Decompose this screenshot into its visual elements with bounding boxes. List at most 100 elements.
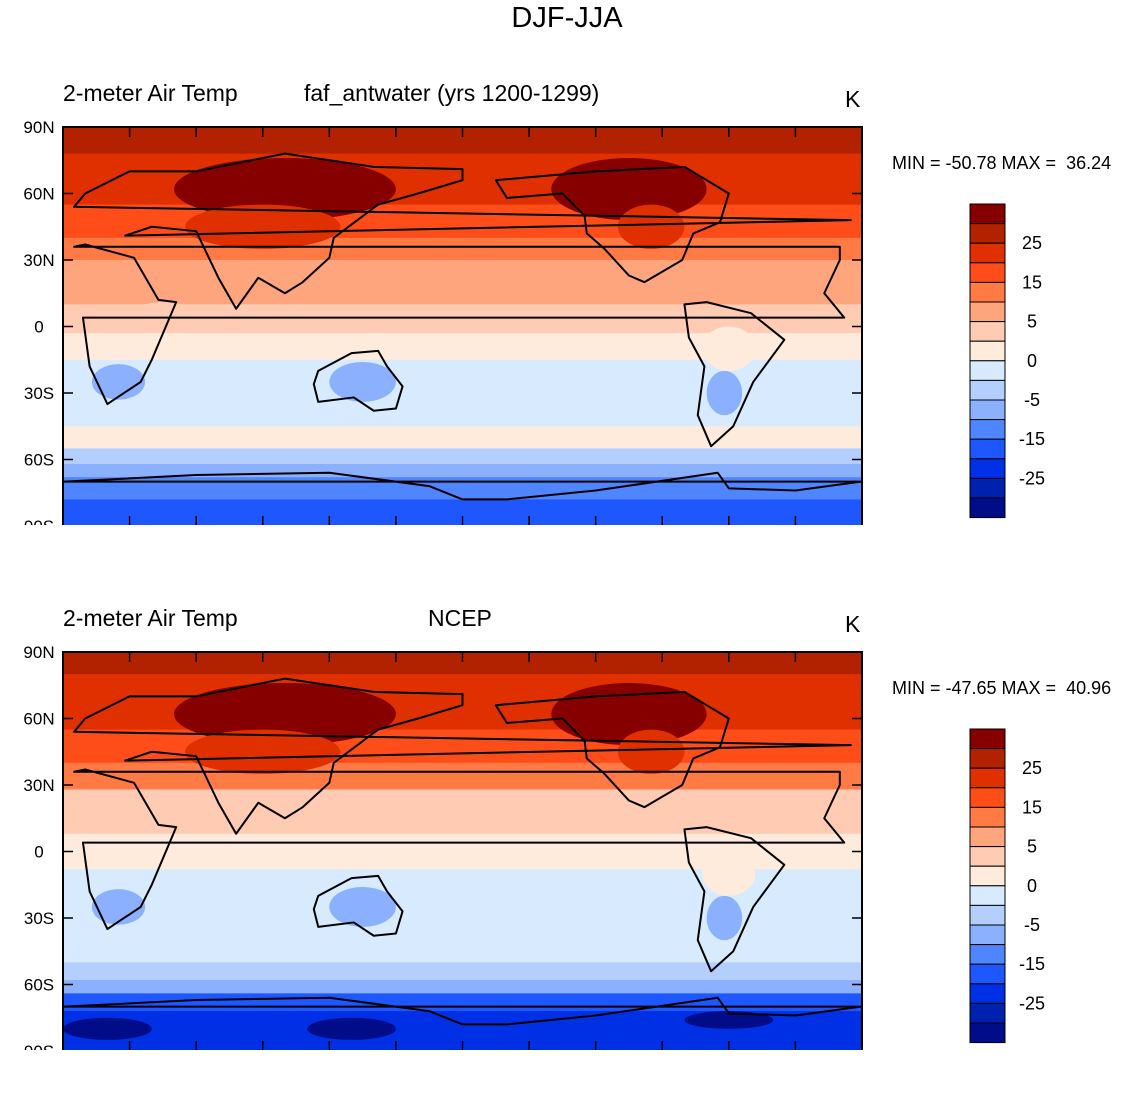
contour-region	[307, 1017, 396, 1040]
colorbar-box	[969, 379, 1006, 401]
colorbar-box	[969, 944, 1006, 965]
contour-band	[63, 448, 862, 465]
colorbar-box	[969, 399, 1006, 421]
coastline	[73, 768, 846, 931]
colorbar-box	[969, 223, 1006, 244]
contour-region	[684, 1011, 774, 1029]
contour-region	[702, 326, 756, 371]
contour-band	[63, 789, 862, 835]
colorbar-label: 0	[1027, 351, 1037, 371]
colorbar-box	[969, 203, 1006, 225]
contour-region	[129, 302, 197, 329]
colorbar-box	[969, 419, 1006, 440]
contour-region	[173, 683, 396, 746]
contour-region	[329, 886, 396, 927]
colorbar-box	[969, 281, 1006, 303]
contour-region	[706, 895, 743, 941]
contour-band	[63, 426, 862, 449]
lat-tick-label: 0	[34, 843, 43, 862]
colorbar-box	[969, 963, 1006, 985]
colorbar-label: -15	[1019, 954, 1045, 974]
lat-tick-label: 30N	[23, 776, 54, 795]
contour-region	[617, 729, 685, 774]
colorbar-label: -5	[1024, 390, 1040, 410]
lat-tick-label: 0	[34, 318, 43, 337]
colorbar-box	[969, 242, 1006, 264]
colorbar-box	[969, 865, 1006, 887]
colorbar-box	[969, 262, 1006, 283]
colorbar-label: 5	[1027, 837, 1037, 857]
colorbar-label: -15	[1019, 429, 1045, 449]
colorbar-box	[969, 321, 1006, 342]
colorbar-box	[969, 904, 1006, 926]
contour-region	[551, 158, 707, 221]
colorbar-label: -5	[1024, 915, 1040, 935]
contour-band	[63, 237, 862, 261]
lat-tick-label: 90S	[24, 1042, 54, 1050]
colorbar-label: 15	[1022, 272, 1042, 292]
coastline	[312, 349, 404, 412]
contour-band	[63, 962, 862, 981]
contour-region	[173, 158, 396, 221]
colorbar-label: 15	[1022, 797, 1042, 817]
contour-band	[63, 993, 862, 1012]
lat-tick-label: 30N	[23, 251, 54, 270]
lat-tick-label: 30S	[24, 909, 54, 928]
lat-tick-label: 60N	[23, 185, 54, 204]
contour-region	[551, 683, 707, 746]
colorbar-box	[969, 806, 1006, 828]
coastline	[683, 301, 786, 448]
colorbar-label: -25	[1019, 993, 1045, 1013]
map-fill	[63, 127, 862, 525]
left-title: 2-meter Air Temp	[63, 605, 238, 631]
coastline	[73, 243, 846, 406]
lat-tick-label: 60S	[24, 451, 54, 470]
colorbar-box	[969, 340, 1006, 362]
colorbar-box	[969, 1022, 1006, 1044]
colorbar-box	[969, 360, 1006, 381]
map-panel-2: 2-meter Air Temp NCEP K MIN = -47.65 MAX = …	[0, 525, 1128, 1050]
colorbar-box	[969, 477, 1006, 499]
lat-tick-label: 60N	[23, 710, 54, 729]
colorbar-box	[969, 983, 1006, 1004]
colorbar-label: 0	[1027, 876, 1037, 896]
colorbar-box	[969, 438, 1006, 460]
contour-region	[706, 370, 743, 416]
contour-region	[63, 1017, 152, 1040]
colorbar-box	[969, 748, 1006, 769]
left-title: 2-meter Air Temp	[63, 80, 238, 106]
contour-region	[617, 204, 685, 249]
center-title: faf_antwater (yrs 1200-1299)	[304, 80, 600, 106]
colorbar-box	[969, 787, 1006, 808]
map-svg: 90N60N30N030S60S90S030E60E90E120E150E180…	[23, 118, 1045, 525]
colorbar-box	[969, 846, 1006, 867]
colorbar-box	[969, 728, 1006, 750]
contour-band	[63, 762, 862, 790]
colorbar-label: 25	[1022, 758, 1042, 778]
colorbar-label: 5	[1027, 312, 1037, 332]
colorbar-box	[969, 767, 1006, 789]
colorbar-box	[969, 458, 1006, 479]
min-max-text: MIN = -50.78 MAX = 36.24	[892, 153, 1112, 173]
contour-band	[63, 260, 862, 305]
lat-tick-label: 90N	[23, 643, 54, 662]
colorbar-box	[969, 924, 1006, 946]
coastline	[683, 826, 786, 973]
lat-tick-label: 90N	[23, 118, 54, 137]
contour-band	[63, 477, 862, 500]
lat-tick-label: 30S	[24, 384, 54, 403]
coastline	[63, 996, 862, 1026]
coastline	[63, 471, 862, 501]
map-panel-1: 2-meter Air Temp faf_antwater (yrs 1200-1…	[0, 0, 1128, 525]
contour-region	[91, 889, 146, 925]
contour-region	[185, 204, 341, 249]
colorbar-label: -25	[1019, 468, 1045, 488]
contour-region	[702, 851, 756, 896]
colorbar-box	[969, 885, 1006, 906]
lat-tick-label: 60S	[24, 976, 54, 995]
center-title: NCEP	[428, 605, 492, 631]
coastline	[312, 874, 404, 937]
contour-region	[329, 361, 396, 402]
coastline	[73, 677, 852, 835]
